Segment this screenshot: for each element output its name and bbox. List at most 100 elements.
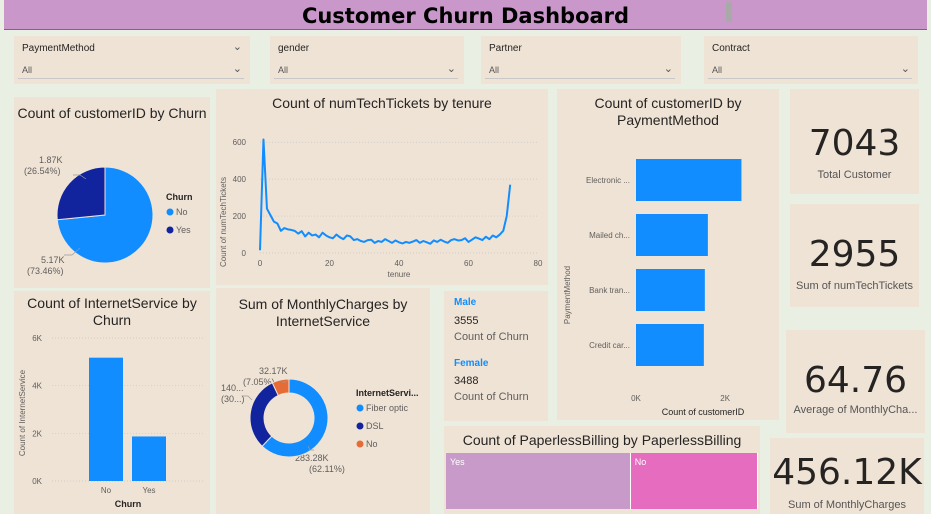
slicer-dropdown[interactable]: All ⌄: [708, 61, 912, 79]
slicer-payment-method[interactable]: PaymentMethod ⌄ All ⌄: [14, 36, 250, 84]
leader-line: [243, 395, 253, 401]
y-tick-label: 400: [233, 175, 247, 184]
chevron-down-icon[interactable]: ⌄: [663, 63, 673, 75]
tickets-line-card[interactable]: Count of numTechTickets by tenure Count …: [216, 89, 548, 285]
kpi-label: Average of MonthlyCha...: [793, 404, 918, 416]
chart-title: Count of customerID by PaymentMethod: [594, 95, 742, 128]
slicer-contract[interactable]: Contract All ⌄: [704, 36, 918, 84]
slicer-value: All: [489, 65, 500, 75]
chart-title: Count of customerID by Churn: [17, 105, 207, 121]
page-title: Customer Churn Dashboard: [301, 4, 630, 28]
y-tick-label: Credit car...: [589, 341, 630, 350]
chart-title: Count of numTechTickets by tenure: [272, 95, 492, 111]
slicer-value: All: [22, 65, 33, 75]
y-tick-label: Electronic ...: [586, 176, 630, 185]
y-tick-label: 0K: [32, 477, 42, 486]
gender-value-female: 3488: [454, 375, 479, 387]
charges-donut-card[interactable]: Sum of MonthlyCharges by InternetService…: [216, 288, 430, 514]
churn-pie-chart[interactable]: 1.87K (26.54%) 5.17K (73.46%) Churn No Y…: [14, 97, 210, 288]
x-tick-label: 20: [325, 259, 334, 268]
slicer-partner[interactable]: Partner All ⌄: [481, 36, 681, 84]
bar-1: [636, 159, 742, 201]
paperless-treemap-card[interactable]: Count of PaperlessBilling by PaperlessBi…: [444, 426, 760, 514]
x-axis-title: Count of customerID: [662, 407, 745, 417]
gender-caption-female: Count of Churn: [454, 391, 529, 403]
tickets-line-chart[interactable]: Count of numTechTickets tenure 020040060…: [216, 89, 548, 285]
y-tick-label: 600: [233, 138, 247, 147]
scrollbar-thumb[interactable]: [726, 2, 732, 22]
data-label: 140...: [221, 383, 244, 393]
legend-marker-no: [166, 208, 174, 216]
x-tick-label: 0: [258, 259, 263, 268]
donut-slice-no: [271, 378, 290, 397]
slicer-dropdown[interactable]: All ⌄: [18, 61, 244, 79]
gender-value-male: 3555: [454, 315, 479, 327]
bar-3: [636, 269, 705, 311]
chevron-down-icon[interactable]: ⌄: [232, 63, 242, 75]
chevron-down-icon[interactable]: ⌄: [900, 63, 910, 75]
leader-line: [282, 379, 289, 383]
churn-pie-card[interactable]: Count of customerID by Churn 1.87K (26.5…: [14, 97, 210, 288]
y-axis-title: Count of InternetService: [18, 369, 27, 456]
treemap-label: Yes: [450, 457, 465, 467]
kpi-value: 2955: [808, 234, 901, 275]
x-tick-label: 0K: [631, 394, 641, 403]
slicer-label: PaymentMethod: [22, 43, 95, 54]
y-tick-label: 2K: [32, 429, 42, 438]
data-label: (62.11%): [309, 464, 345, 474]
treemap-tile-yes[interactable]: Yes: [446, 453, 631, 509]
x-tick-label: 60: [464, 259, 473, 268]
slicer-dropdown[interactable]: All ⌄: [274, 61, 458, 79]
leader-line: [64, 247, 81, 256]
chart-title: Count of InternetService by Churn: [27, 295, 197, 328]
y-tick-label: Bank tran...: [589, 286, 630, 295]
x-axis-title: tenure: [388, 270, 411, 279]
kpi-value: 64.76: [803, 360, 908, 401]
legend-marker-dsl: [356, 422, 364, 430]
gender-churn-card: Male 3555 Count of Churn Female 3488 Cou…: [444, 291, 548, 421]
y-tick-label: Mailed ch...: [589, 231, 630, 240]
kpi-sum-monthly-charges: 456.12K Sum of MonthlyCharges: [770, 438, 924, 514]
series-line: [259, 138, 512, 251]
x-tick-label: Yes: [142, 486, 155, 495]
slicer-gender[interactable]: gender All ⌄: [270, 36, 464, 84]
kpi-label: Total Customer: [817, 169, 892, 181]
legend-label: No: [366, 439, 378, 449]
x-tick-label: No: [101, 486, 112, 495]
slicer-dropdown[interactable]: All ⌄: [485, 61, 675, 79]
bar-2: [636, 214, 708, 256]
donut-slice-fiber-optic: [261, 378, 329, 458]
bar-no: [89, 357, 123, 481]
data-label: 5.17K: [41, 255, 65, 265]
leader-line: [307, 445, 314, 451]
donut-slice-dsl: [249, 382, 279, 447]
charges-donut-chart[interactable]: 32.17K (7.05%) 140... (30...) 283.28K (6…: [216, 288, 430, 514]
data-label: (7.05%): [243, 377, 275, 387]
y-axis-title: Count of numTechTickets: [219, 177, 228, 267]
legend-label-no: No: [176, 207, 188, 217]
kpi-value: 7043: [808, 123, 901, 164]
x-tick-label: 2K: [720, 394, 730, 403]
slicer-label: gender: [278, 43, 310, 54]
title-bar: Customer Churn Dashboard: [4, 0, 927, 30]
x-tick-label: 40: [395, 259, 404, 268]
gender-label-female: Female: [454, 358, 489, 369]
treemap-tile-no[interactable]: No: [630, 453, 758, 509]
chart-title: Sum of MonthlyCharges by InternetService: [238, 296, 408, 329]
payment-bar-chart[interactable]: PaymentMethod Count of customerID Electr…: [557, 89, 779, 420]
collapse-chevron-icon[interactable]: ⌄: [232, 41, 242, 53]
kpi-avg-monthly-charges: 64.76 Average of MonthlyCha...: [786, 330, 925, 433]
paperless-treemap[interactable]: Yes No: [446, 453, 758, 509]
kpi-total-customer: 7043 Total Customer: [790, 89, 919, 194]
chevron-down-icon[interactable]: ⌄: [446, 63, 456, 75]
kpi-label: Sum of MonthlyCharges: [788, 499, 906, 511]
x-axis-title: Churn: [115, 499, 142, 509]
payment-bar-card[interactable]: Count of customerID by PaymentMethod Pay…: [557, 89, 779, 420]
slicer-value: All: [278, 65, 289, 75]
legend-marker-fiber: [356, 404, 364, 412]
bar-yes: [132, 436, 166, 481]
internet-bar-card[interactable]: Count of InternetService by Churn Count …: [14, 291, 210, 514]
data-label: 32.17K: [259, 366, 288, 376]
internet-bar-chart[interactable]: Count of InternetService Churn 0K 2K 4K 6K N…: [14, 291, 210, 514]
legend-label-yes: Yes: [176, 225, 191, 235]
